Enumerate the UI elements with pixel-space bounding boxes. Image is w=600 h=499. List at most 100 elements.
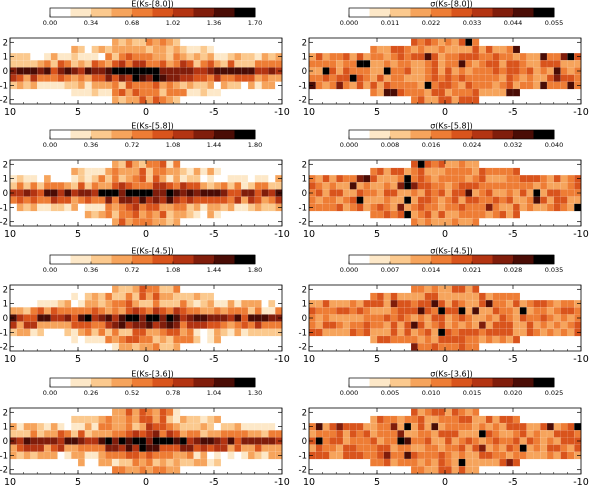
x-tick-label: 0 xyxy=(143,229,149,240)
heatmap-cell xyxy=(404,189,412,197)
heatmap-cell xyxy=(512,444,521,453)
heatmap-cell xyxy=(308,321,317,330)
heatmap-cell xyxy=(417,444,425,453)
heatmap-cell xyxy=(546,422,555,431)
heatmap-cell xyxy=(431,52,439,61)
heatmap-cell xyxy=(519,314,527,322)
heatmap-cell xyxy=(98,88,106,97)
heatmap-cell xyxy=(145,307,154,315)
heatmap-cell xyxy=(370,422,378,431)
heatmap-cell xyxy=(342,67,351,75)
heatmap-cell xyxy=(546,437,555,445)
heatmap-cell xyxy=(247,299,256,308)
heatmap-cell xyxy=(139,217,147,226)
heatmap-cell xyxy=(336,437,344,445)
heatmap-cell xyxy=(390,210,398,219)
heatmap-cell xyxy=(132,408,140,417)
y-tick-label: 1 xyxy=(302,175,307,185)
y-tick-label: 1 xyxy=(302,423,307,433)
heatmap-cell xyxy=(438,299,446,308)
colorbar-frame xyxy=(348,7,555,18)
heatmap-cell xyxy=(159,292,167,301)
heatmap-cell xyxy=(546,196,555,205)
heatmap-cell xyxy=(397,458,405,467)
heatmap-cell xyxy=(23,67,31,75)
heatmap-cell xyxy=(125,415,133,424)
heatmap-cell xyxy=(152,307,160,315)
heatmap-cell xyxy=(241,451,249,460)
heatmap-cell xyxy=(431,217,439,226)
heatmap-cell xyxy=(370,74,378,83)
heatmap-cell xyxy=(574,307,582,315)
heatmap-cell xyxy=(342,182,351,190)
heatmap-cell xyxy=(404,60,412,68)
heatmap-cell xyxy=(465,415,473,424)
heatmap-cell xyxy=(431,342,439,351)
heatmap-cell xyxy=(152,328,160,337)
heatmap-cell xyxy=(118,292,126,301)
heatmap-cell xyxy=(512,196,521,205)
heatmap-cell xyxy=(132,38,140,47)
heatmap-cell xyxy=(472,210,480,219)
heatmap-cell xyxy=(227,328,235,337)
heatmap-cell xyxy=(193,458,201,467)
heatmap-cell xyxy=(105,196,113,205)
heatmap-cell xyxy=(254,314,262,322)
heatmap-cell xyxy=(438,437,446,445)
heatmap-cell xyxy=(213,67,222,75)
heatmap-cell xyxy=(179,458,188,467)
heatmap-cell xyxy=(465,408,473,417)
heatmap-cell xyxy=(478,314,487,322)
heatmap-cell xyxy=(472,95,480,104)
heatmap-cell xyxy=(159,458,167,467)
heatmap-cell xyxy=(71,81,79,90)
colorbar-segment xyxy=(70,8,92,17)
heatmap-cell xyxy=(506,430,514,438)
heatmap-cell xyxy=(254,444,262,453)
heatmap-cell xyxy=(111,285,120,294)
heatmap-cell xyxy=(506,444,514,453)
heatmap-cell xyxy=(166,52,174,61)
heatmap-cell xyxy=(417,408,425,417)
heatmap-cell xyxy=(37,203,45,212)
heatmap-cell xyxy=(465,292,473,301)
heatmap-cell xyxy=(132,60,140,68)
heatmap-cell xyxy=(458,182,466,190)
y-tick-label: 0 xyxy=(3,189,8,199)
heatmap-cell xyxy=(118,45,126,54)
heatmap-cell xyxy=(540,81,548,90)
heatmap-cell xyxy=(43,67,52,75)
heatmap-cell xyxy=(200,45,208,54)
heatmap-cell xyxy=(30,430,38,438)
heatmap-cell xyxy=(424,210,432,219)
heatmap-cell xyxy=(431,196,439,205)
heatmap-cell xyxy=(499,196,507,205)
colorbar-tick-label: 1.80 xyxy=(248,141,262,149)
heatmap-cell xyxy=(438,328,446,337)
heatmap-cell xyxy=(227,321,235,330)
heatmap-cell xyxy=(574,74,582,83)
heatmap-cell xyxy=(9,307,18,315)
heatmap-cell xyxy=(356,444,364,453)
heatmap-cell xyxy=(342,52,351,61)
heatmap-cell xyxy=(451,444,459,453)
heatmap-cell xyxy=(383,67,391,75)
heatmap-cell xyxy=(125,167,133,176)
heatmap-cell xyxy=(540,182,548,190)
heatmap-cell xyxy=(533,196,541,205)
heatmap-cell xyxy=(444,160,453,169)
heatmap-cell xyxy=(472,52,480,61)
heatmap-cell xyxy=(567,52,575,61)
heatmap-cell xyxy=(540,52,548,61)
heatmap-cell xyxy=(417,160,425,169)
heatmap-cell xyxy=(125,189,133,197)
heatmap-cell xyxy=(57,299,65,308)
heatmap-cell xyxy=(553,451,561,460)
heatmap-cell xyxy=(397,60,405,68)
heatmap-cell xyxy=(64,52,72,61)
heatmap-cell xyxy=(159,67,167,75)
x-tick-label: 0 xyxy=(442,229,448,240)
colorbar-segment xyxy=(173,130,194,139)
heatmap-cell xyxy=(57,203,65,212)
heatmap-cell xyxy=(512,60,521,68)
